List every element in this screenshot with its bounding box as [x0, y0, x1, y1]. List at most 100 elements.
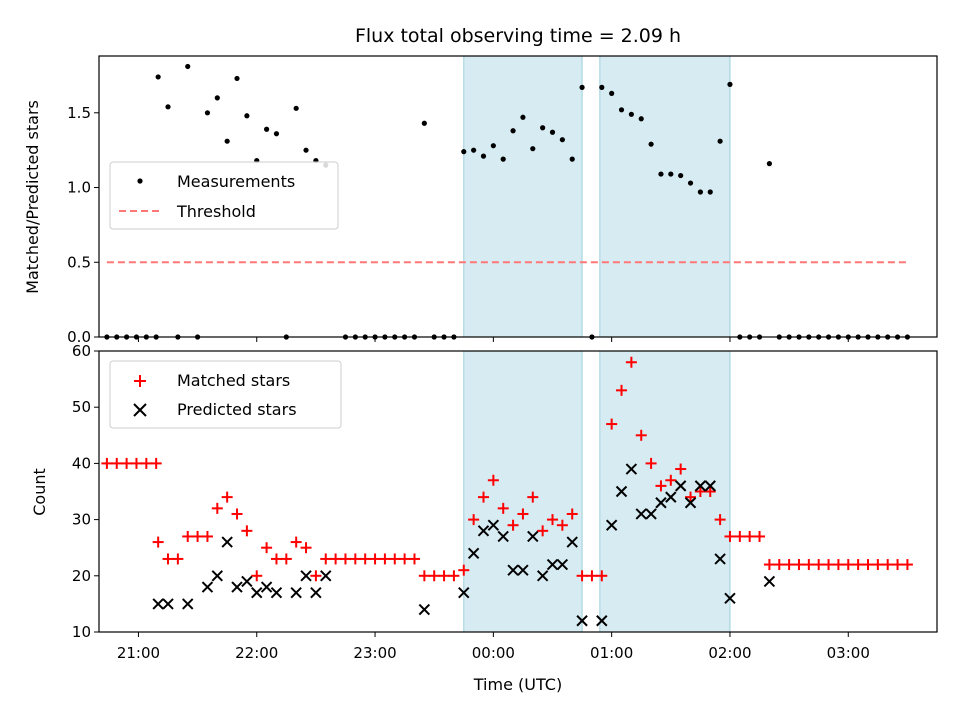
predicted-star-mark: [152, 598, 164, 610]
measurement-point: [559, 137, 565, 143]
matched-star-point: [872, 559, 884, 571]
bottom-x-tick-label: 02:00: [708, 644, 751, 662]
predicted-star-mark: [605, 519, 618, 531]
matched-star-point: [477, 491, 489, 503]
matched-star-point: [527, 491, 539, 503]
matched-star-point: [448, 570, 460, 582]
bottom-x-tick-label: 00:00: [472, 644, 515, 662]
predicted-star-mark: [300, 570, 312, 582]
measurement-point: [155, 74, 161, 80]
top-legend-box: [109, 161, 339, 230]
measurement-point: [165, 104, 171, 110]
matched-star-point: [556, 519, 568, 531]
top-y-tick-label: 0.0: [67, 328, 91, 346]
predicted-star-mark: [487, 519, 500, 531]
legend-marker-matched: [134, 375, 146, 387]
predicted-star-mark: [162, 598, 174, 610]
matched-star-point: [813, 559, 825, 571]
predicted-star-mark: [527, 530, 539, 543]
bottom-x-tick-label: 03:00: [827, 644, 870, 662]
predicted-star-point: [763, 575, 776, 588]
measurement-point: [520, 114, 526, 120]
measurement-point: [500, 156, 506, 162]
measurement-point: [480, 153, 487, 159]
top-y-tick-label: 1.5: [67, 104, 91, 122]
top-y-tick-label: 0.5: [67, 253, 91, 271]
predicted-star-point: [201, 581, 214, 593]
predicted-star-point: [576, 615, 588, 627]
bottom-legend-box: [109, 360, 342, 429]
matched-star-point: [101, 457, 113, 469]
predicted-star-mark: [182, 598, 194, 610]
chart-title: Flux total observing time = 2.09 h: [355, 25, 681, 47]
measurement-point: [638, 116, 644, 122]
matched-star-point: [596, 570, 608, 582]
top-y-ticks: 0.0 0.5 1.0 1.5: [67, 104, 99, 346]
matched-star-point: [428, 570, 440, 582]
measurement-point: [549, 129, 556, 135]
matched-star-point: [418, 570, 430, 582]
predicted-star-mark: [596, 615, 608, 627]
matched-star-point: [369, 553, 381, 565]
predicted-star-point: [596, 615, 608, 627]
matched-star-point: [763, 559, 775, 571]
measurement-point: [658, 171, 664, 177]
matched-star-point: [586, 570, 598, 582]
predicted-star-point: [704, 480, 716, 492]
matched-star-point: [241, 525, 253, 537]
matched-star-point: [576, 570, 588, 582]
bottom-x-tick-label: 22:00: [235, 644, 278, 662]
predicted-star-point: [714, 553, 726, 565]
matched-star-point: [182, 530, 194, 542]
measurement-point: [569, 156, 575, 162]
matched-star-point: [714, 514, 726, 526]
matched-star-point: [438, 570, 450, 582]
matched-star-point: [152, 536, 164, 548]
matched-star-point: [901, 559, 913, 571]
bottom-y-tick-label: 20: [72, 567, 91, 585]
predicted-star-mark: [290, 586, 302, 599]
predicted-star-point: [270, 586, 283, 599]
measurement-point: [303, 147, 309, 153]
matched-star-point: [832, 559, 844, 571]
matched-star-point: [507, 519, 519, 531]
measurement-point: [766, 161, 773, 167]
predicted-star-mark: [655, 497, 667, 509]
predicted-star-mark: [665, 491, 677, 503]
predicted-star-mark: [270, 586, 283, 599]
measurement-point: [244, 113, 250, 119]
matched-star-point: [783, 559, 795, 571]
predicted-star-mark: [477, 525, 490, 537]
bottom-y-tick-label: 10: [72, 623, 91, 641]
matched-star-point: [675, 463, 687, 475]
matched-star-point: [280, 553, 292, 565]
measurement-point: [609, 90, 615, 96]
legend-label-matched: Matched stars: [177, 371, 290, 390]
matched-star-point: [842, 559, 854, 571]
matched-star-point: [645, 457, 657, 469]
bottom-plot-frame: [98, 350, 938, 633]
measurement-point: [273, 131, 280, 137]
matched-star-point: [497, 502, 509, 514]
top-panel: 0.0 0.5 1.0 1.5 Matched/Predicted stars Mea…: [23, 55, 938, 346]
measurement-point: [293, 105, 299, 111]
matched-star-point: [221, 491, 233, 503]
predicted-star-point: [467, 547, 480, 560]
predicted-star-point: [300, 570, 312, 582]
predicted-star-point: [310, 586, 322, 599]
matched-star-point: [694, 486, 706, 497]
legend-label-threshold: Threshold: [176, 202, 256, 221]
bottom-x-ticks: 21:00 22:00 23:00 00:00 01:00 02:00 03:00: [117, 632, 870, 662]
measurement-point: [687, 180, 694, 186]
predicted-star-mark: [418, 603, 431, 616]
bottom-series: [101, 356, 913, 627]
matched-star-point: [140, 457, 152, 469]
predicted-star-mark: [704, 480, 716, 492]
matched-star-point: [665, 474, 677, 486]
predicted-star-point: [231, 581, 243, 593]
measurement-point: [421, 120, 427, 126]
predicted-star-mark: [260, 581, 273, 593]
predicted-star-point: [556, 558, 569, 571]
predicted-star-mark: [576, 615, 588, 627]
measurement-point: [490, 143, 496, 149]
